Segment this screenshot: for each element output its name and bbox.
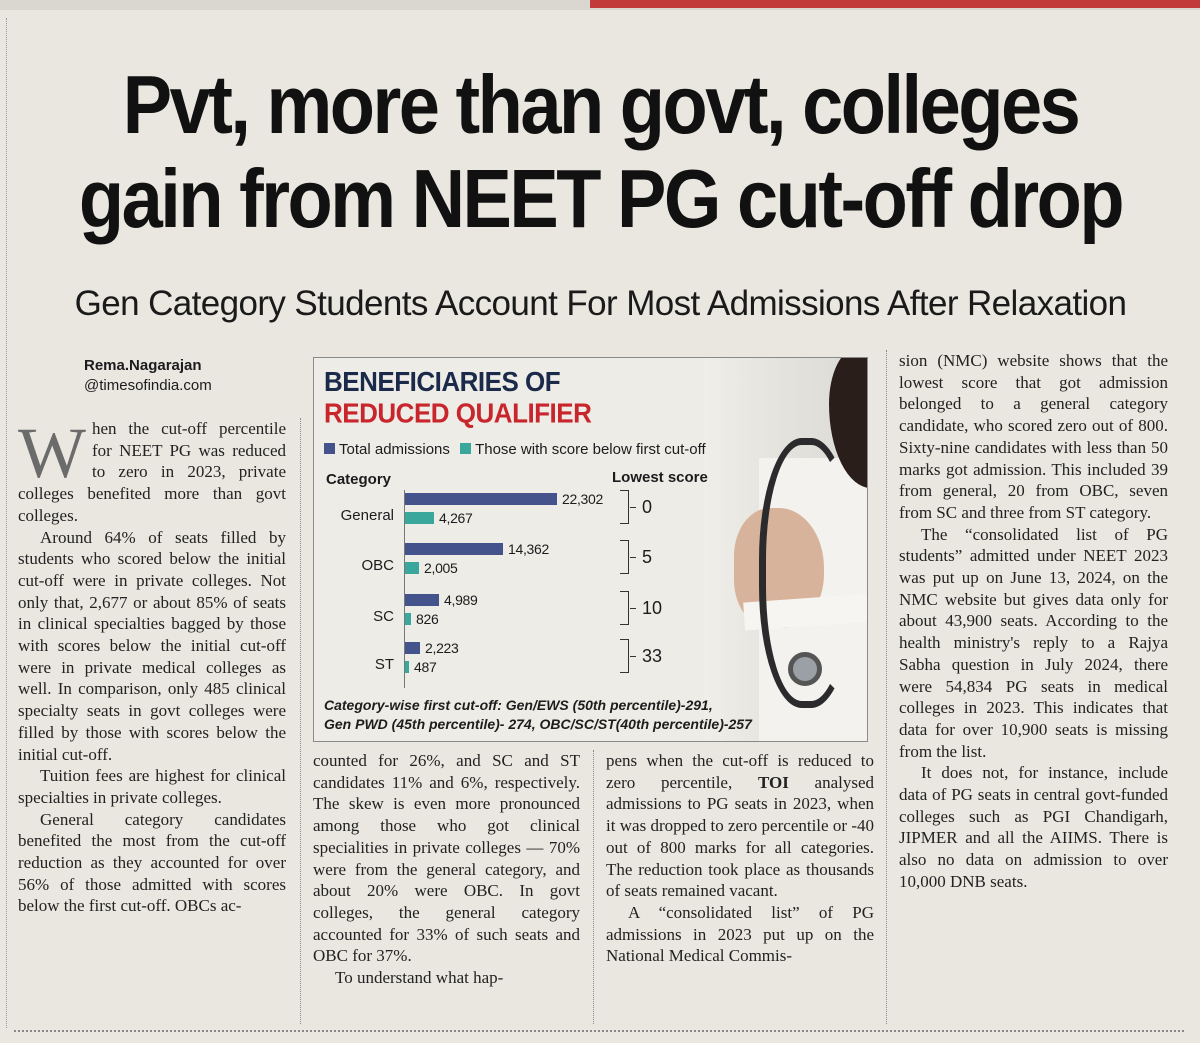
column-divider-1	[300, 418, 301, 1024]
paragraph-5: counted for 26%, and SC and ST candidate…	[313, 751, 580, 966]
subheadline: Gen Category Students Account For Most A…	[74, 284, 1127, 323]
lowest-score-header: Lowest score	[612, 469, 708, 486]
headline: Pvt, more than govt, colleges gain from …	[18, 58, 1183, 246]
paragraph-7-text-b: analysed admissions to PG seats in 2023,…	[606, 772, 874, 901]
paragraph-7-text-a: pens when the cut-off is reduced to zero…	[606, 751, 874, 792]
paragraph-11: It does not, for instance, include data …	[899, 763, 1168, 891]
bottom-dotted-rule	[14, 1030, 1184, 1032]
lowest-score-sc: 10	[642, 598, 663, 618]
category-label-obc: OBC	[361, 557, 394, 574]
chart-legend: Total admissions Those with score below …	[324, 440, 712, 460]
category-label-general: General	[340, 507, 394, 524]
bar-sc-below	[405, 613, 411, 625]
legend-swatch-total	[324, 443, 335, 454]
article-column-2: counted for 26%, and SC and ST candidate…	[313, 750, 580, 989]
byline: Rema.Nagarajan @timesofindia.com	[84, 356, 212, 396]
chart-axis	[404, 490, 405, 688]
top-red-band	[590, 0, 1200, 8]
value-label-sc-total: 4,989	[444, 592, 478, 608]
chart-title-line-2: REDUCED QUALIFIER	[324, 397, 592, 430]
paragraph-7: pens when the cut-off is reduced to zero…	[606, 750, 874, 902]
lowest-score-st: 33	[642, 646, 663, 666]
paragraph-9: sion (NMC) website shows that the lowest…	[899, 351, 1168, 522]
value-label-general-below: 4,267	[439, 510, 473, 526]
paragraph-3: Tuition fees are highest for clinical sp…	[18, 766, 286, 807]
lowest-score-obc: 5	[642, 547, 653, 567]
bracket-tick-sc	[630, 608, 636, 609]
bar-general-below	[405, 512, 434, 524]
left-margin-rule	[6, 18, 10, 1028]
paragraph-8: A “consolidated list” of PG admissions i…	[606, 902, 874, 966]
legend-item-below: Those with score below first cut-off	[460, 441, 706, 458]
bar-obc-total	[405, 543, 503, 555]
column-divider-2	[593, 750, 594, 1024]
bracket-tick-obc	[630, 557, 636, 558]
headline-line-1: Pvt, more than govt, colleges	[122, 58, 1081, 151]
bracket-sc	[620, 591, 629, 625]
toi-mention: TOI	[757, 772, 789, 792]
byline-name: Rema.Nagarajan	[84, 357, 202, 374]
bracket-obc	[620, 540, 629, 574]
value-label-st-below: 487	[414, 659, 437, 675]
bracket-tick-general	[630, 507, 636, 508]
bracket-tick-st	[630, 656, 636, 657]
paragraph-6: To understand what hap-	[335, 968, 504, 988]
value-label-st-total: 2,223	[425, 640, 459, 656]
chart-title-line-1: BENEFICIARIES OF	[324, 366, 561, 398]
legend-label-below: Those with score below first cut-off	[475, 441, 706, 458]
bar-sc-total	[405, 594, 439, 606]
category-label-st: ST	[374, 656, 394, 673]
stethoscope-bell-icon	[788, 652, 822, 686]
chart-footnote-line-1: Category-wise first cut-off: Gen/EWS (50…	[324, 697, 713, 713]
paragraph-10: The “consolidated list of PG students” a…	[899, 524, 1168, 761]
category-header: Category	[326, 471, 392, 488]
headline-line-2: gain from NEET PG cut-off drop	[78, 152, 1125, 246]
drop-cap: W	[18, 413, 86, 493]
paragraph-1-text: hen the cut-off percentile for NEET PG w…	[18, 419, 286, 525]
category-label-sc: SC	[373, 608, 394, 625]
chart-footnote: Category-wise first cut-off: Gen/EWS (50…	[324, 696, 752, 734]
bar-st-total	[405, 642, 420, 654]
bar-st-below	[405, 661, 409, 673]
article-column-4: sion (NMC) website shows that the lowest…	[899, 350, 1168, 893]
legend-swatch-below	[460, 443, 472, 454]
bar-general-total	[405, 493, 557, 505]
paragraph-4: General category candidates benefited th…	[18, 809, 286, 916]
bracket-st	[620, 639, 629, 673]
value-label-obc-total: 14,362	[508, 541, 550, 557]
byline-outlet: @timesofindia.com	[84, 377, 212, 394]
chart-box: BENEFICIARIES OF REDUCED QUALIFIER Total…	[313, 357, 868, 742]
lowest-score-general: 0	[642, 497, 653, 517]
column-divider-3	[886, 350, 887, 1024]
chart-title: BENEFICIARIES OF REDUCED QUALIFIER	[324, 366, 592, 430]
legend-item-total: Total admissions	[324, 441, 450, 458]
bracket-general	[620, 490, 629, 524]
top-strip	[0, 0, 1200, 10]
article-column-3: pens when the cut-off is reduced to zero…	[606, 750, 874, 967]
stethoscope-icon	[759, 438, 854, 708]
value-label-sc-below: 826	[416, 611, 439, 627]
value-label-general-total: 22,302	[562, 491, 604, 507]
bar-obc-below	[405, 562, 419, 574]
paragraph-2: Around 64% of seats filled by students w…	[18, 527, 286, 764]
value-label-obc-below: 2,005	[424, 560, 458, 576]
faded-previous-headline	[300, 12, 1180, 52]
chart-footnote-line-2: Gen PWD (45th percentile)- 274, OBC/SC/S…	[324, 716, 752, 732]
legend-label-total: Total admissions	[339, 441, 450, 458]
